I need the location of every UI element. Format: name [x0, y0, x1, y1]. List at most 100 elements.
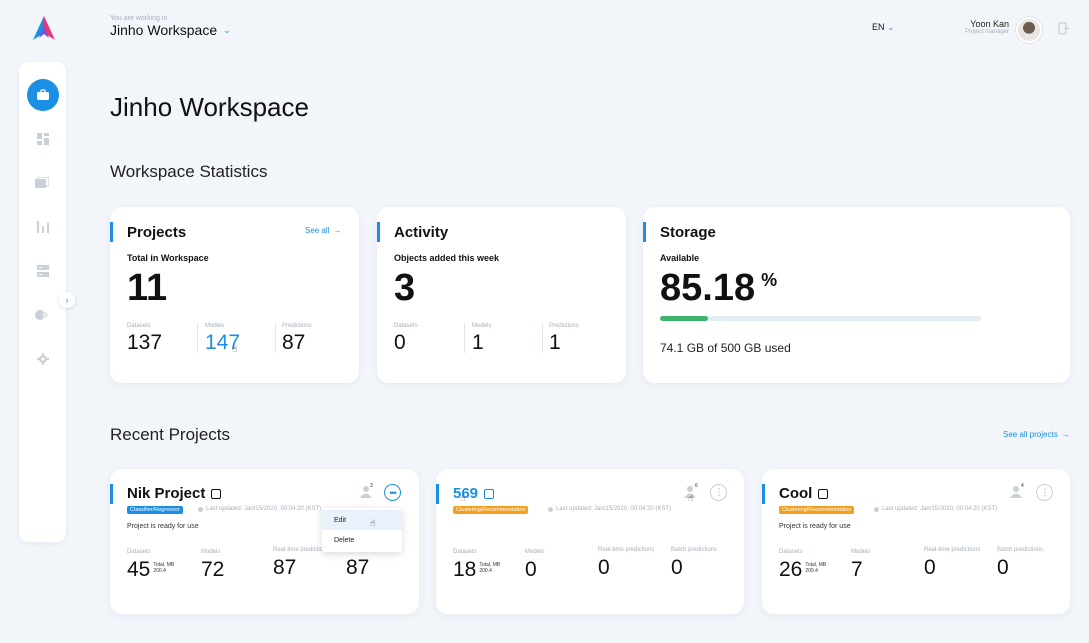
- card-title: Storage: [660, 224, 716, 241]
- more-options-button[interactable]: ⋮: [710, 484, 727, 501]
- gear-icon: [37, 353, 49, 365]
- see-all-projects-label: See all projects: [1003, 430, 1058, 439]
- users-icon[interactable]: [1009, 485, 1027, 499]
- logout-icon[interactable]: [1058, 22, 1070, 35]
- stat-value: 0: [525, 558, 537, 581]
- card-accent-bar: [643, 222, 646, 242]
- last-updated-text: Last updated: Jan/15/2020, 00:04:20 (KST…: [882, 506, 998, 512]
- more-options-button[interactable]: •••: [384, 484, 401, 501]
- project-title[interactable]: 569: [453, 485, 495, 502]
- stat-value: 18: [453, 558, 477, 581]
- more-icon: ⋮: [714, 487, 724, 497]
- stat-value: 7: [851, 558, 863, 581]
- sidebar-item-dashboard[interactable]: [36, 132, 50, 146]
- workspace-name: Jinho Workspace: [110, 22, 218, 38]
- project-name: Cool: [779, 485, 813, 502]
- available-value: 85.18 %: [660, 267, 777, 310]
- stat-label: Datasets: [394, 323, 418, 329]
- share-count: 3: [370, 483, 373, 489]
- card-accent-bar: [377, 222, 380, 242]
- external-link-icon[interactable]: [818, 488, 829, 499]
- storage-progress-fill: [660, 316, 708, 321]
- stat-label: Predictions: [282, 323, 312, 329]
- project-status: Project is ready for use: [127, 523, 199, 530]
- users-icon[interactable]: [359, 485, 377, 499]
- stat-value: 72: [201, 558, 225, 581]
- stat-value-link[interactable]: 147: [205, 331, 241, 354]
- card-accent-bar: [436, 484, 439, 504]
- menu-item-edit[interactable]: Edit: [322, 510, 402, 530]
- stat-models: Models 1: [472, 323, 491, 355]
- project-type-badge: Classifier/Regressor: [127, 506, 183, 514]
- total-value: 200.4: [153, 568, 166, 574]
- menu-item-delete[interactable]: Delete: [322, 530, 402, 550]
- stat-value: 0: [598, 556, 610, 579]
- clock-icon: [874, 506, 879, 512]
- project-type-badge: Clustering/Recommendation: [779, 506, 855, 514]
- total-value: 11: [127, 267, 168, 309]
- workspace-caption: You are working in: [110, 15, 168, 22]
- external-link-icon[interactable]: [211, 488, 222, 499]
- stat-label: Datasets: [127, 323, 151, 329]
- chevron-down-icon: ⌄: [223, 24, 231, 35]
- see-all-link[interactable]: See all →: [305, 226, 341, 235]
- recent-section-title: Recent Projects: [110, 425, 230, 444]
- stat-label: Batch predictions: [671, 547, 718, 553]
- stat-label: Real-time predictions: [273, 547, 330, 553]
- stat-datasets: Datasets 137: [127, 323, 162, 355]
- sidebar-item-datasets[interactable]: [35, 176, 49, 190]
- hand-cursor-icon: ☝: [370, 518, 376, 528]
- sidebar-item-models[interactable]: [36, 264, 50, 278]
- project-stat-models: Models 72: [201, 549, 224, 582]
- project-card[interactable]: Cool Clustering/Recommendation Last upda…: [762, 469, 1070, 614]
- total-value: 200.4: [479, 568, 492, 574]
- last-updated-text: Last updated: Jan/15/2020, 00:04:20 (KST…: [206, 506, 322, 512]
- sidebar-item-settings[interactable]: [36, 352, 50, 366]
- user-role: Project manager: [964, 29, 1009, 35]
- stat-label: Models: [205, 323, 225, 329]
- see-all-projects-link[interactable]: See all projects →: [1003, 430, 1070, 439]
- sidebar-expand-button[interactable]: ›: [59, 292, 75, 308]
- stat-predictions: Predictions 1: [549, 323, 579, 355]
- page-title: Jinho Workspace: [110, 92, 309, 122]
- last-updated: Last updated: Jan/15/2020, 00:04:20 (KST…: [548, 506, 671, 512]
- project-title[interactable]: Cool: [779, 485, 829, 502]
- stat-value: 1: [472, 331, 484, 354]
- dashboard-icon: [37, 133, 49, 145]
- stat-label: Models: [201, 549, 221, 555]
- external-link-icon[interactable]: [484, 488, 495, 499]
- sidebar-item-analytics[interactable]: [36, 220, 50, 234]
- project-stat-realtime: Real-time predictions 87: [273, 547, 333, 580]
- stat-value: 0: [394, 331, 406, 354]
- workspace-switcher[interactable]: Jinho Workspace ⌄: [110, 22, 231, 38]
- stat-value: 87: [346, 556, 370, 579]
- language-selector[interactable]: EN ⌄: [872, 22, 894, 32]
- project-title[interactable]: Nik Project: [127, 485, 222, 502]
- weekly-label: Objects added this week: [394, 253, 500, 263]
- hand-cursor-icon: ☝: [460, 493, 466, 503]
- clock-icon: [198, 506, 203, 512]
- app-logo: [33, 16, 55, 40]
- project-stat-datasets: Datasets 45 Total, MB 200.4: [127, 549, 174, 582]
- clock-icon: [548, 506, 553, 512]
- stat-value: 87: [282, 331, 306, 354]
- sidebar-item-toggle[interactable]: [35, 308, 49, 322]
- storage-used-text: 74.1 GB of 500 GB used: [660, 341, 791, 355]
- stat-label: Models: [525, 549, 545, 555]
- avatar[interactable]: [1016, 17, 1042, 43]
- stat-value: 87: [273, 556, 297, 579]
- stat-label: Datasets: [779, 549, 803, 555]
- more-options-button[interactable]: ⋮: [1036, 484, 1053, 501]
- sidebar-item-workspace[interactable]: [27, 79, 59, 111]
- project-card[interactable]: 569 ☝ Clustering/Recommendation Last upd…: [436, 469, 744, 614]
- stat-datasets: Datasets 0: [394, 323, 418, 355]
- last-updated: Last updated: Jan/15/2020, 00:04:20 (KST…: [874, 506, 997, 512]
- project-stat-batch: Batch predictions 0: [997, 547, 1047, 580]
- users-icon[interactable]: [683, 485, 701, 499]
- stat-models[interactable]: Models 147: [205, 323, 240, 355]
- menu-item-label: Edit: [334, 516, 347, 524]
- stat-value: 0: [671, 556, 683, 579]
- divider: [542, 323, 543, 353]
- stat-value: 0: [924, 556, 936, 579]
- project-name: Nik Project: [127, 485, 206, 502]
